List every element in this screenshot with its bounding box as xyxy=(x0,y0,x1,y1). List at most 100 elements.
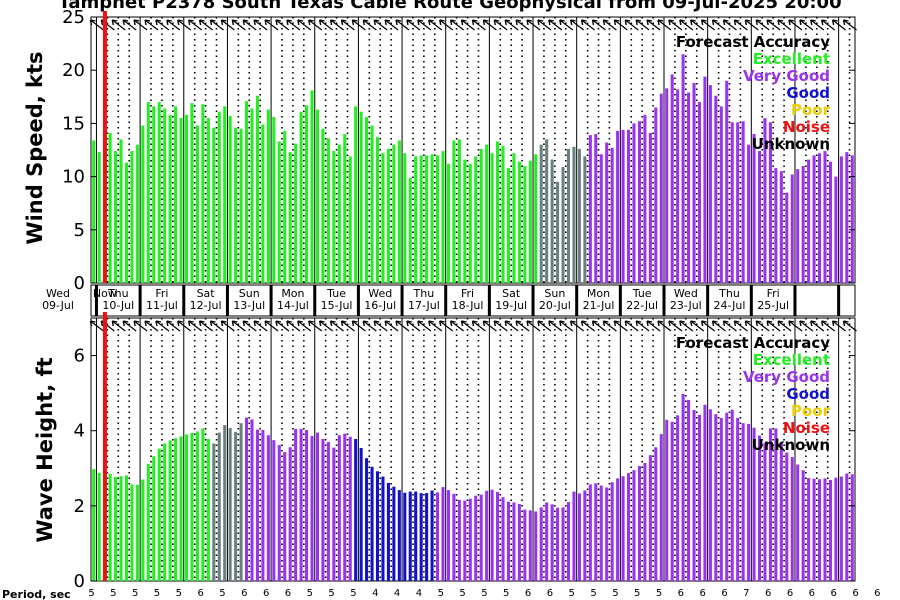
bar xyxy=(163,108,167,283)
bar xyxy=(157,102,161,284)
wind-arrow-icon xyxy=(733,320,748,332)
bar xyxy=(768,122,772,283)
bar xyxy=(812,478,816,581)
arrow-shaft xyxy=(264,19,279,31)
day-divider xyxy=(531,285,535,316)
bar xyxy=(501,145,505,283)
wind-arrow-icon xyxy=(417,19,432,31)
arrow-head xyxy=(602,19,609,26)
arrow-shaft xyxy=(788,320,803,332)
arrow-shaft xyxy=(493,19,508,31)
bar xyxy=(277,444,281,581)
arrow-shaft xyxy=(548,19,563,31)
day-date: 10-Jul xyxy=(102,299,134,312)
arrow-shaft xyxy=(777,320,792,332)
bar xyxy=(365,458,369,581)
day-divider xyxy=(487,285,491,316)
arrow-shaft xyxy=(821,320,836,332)
arrow-shaft xyxy=(330,19,344,31)
day-date: 11-Jul xyxy=(146,299,178,312)
arrow-shaft xyxy=(843,19,857,31)
bar xyxy=(294,428,298,581)
arrow-shaft xyxy=(362,19,377,31)
arrow-head xyxy=(395,320,402,327)
bar xyxy=(605,142,609,283)
bar xyxy=(741,121,745,284)
bar xyxy=(741,423,745,581)
period-value: 5 xyxy=(328,588,334,599)
day-name: Tue xyxy=(632,287,652,300)
wind-arrow-icon xyxy=(548,19,563,31)
day-date: 24-Jul xyxy=(714,299,746,312)
bar xyxy=(850,474,854,581)
wind-arrow-icon xyxy=(308,320,323,332)
period-value: 5 xyxy=(438,588,444,599)
arrow-shaft xyxy=(613,320,628,332)
arrow-shaft xyxy=(286,19,301,31)
arrow-head xyxy=(187,320,194,327)
arrow-shaft xyxy=(734,19,748,31)
wind-arrow-icon xyxy=(755,320,770,332)
bar xyxy=(381,476,385,581)
wind-arrow-icon xyxy=(133,19,148,31)
arrow-head xyxy=(493,320,500,327)
day-divider xyxy=(749,285,753,316)
wind-arrow-icon xyxy=(821,19,836,31)
bar xyxy=(408,491,412,581)
wind-arrow-icon xyxy=(362,320,377,332)
bar xyxy=(114,476,118,581)
wind-arrow-icon xyxy=(449,320,464,332)
arrow-head xyxy=(646,19,653,26)
bar xyxy=(195,125,199,283)
arrow-head xyxy=(308,320,314,327)
day-divider xyxy=(837,285,841,316)
period-label: Period, sec xyxy=(2,588,71,600)
bar xyxy=(528,510,532,581)
arrow-head xyxy=(308,19,314,26)
bar xyxy=(654,447,658,581)
bar xyxy=(463,500,467,581)
bar xyxy=(119,476,123,581)
arrow-head xyxy=(755,320,762,327)
bar xyxy=(326,441,330,581)
arrow-shaft xyxy=(417,320,432,332)
arrow-shaft xyxy=(690,320,705,332)
arrow-shaft xyxy=(635,320,650,332)
bar xyxy=(796,464,800,581)
bar xyxy=(266,109,270,283)
arrow-head xyxy=(569,19,576,26)
bar xyxy=(610,147,614,283)
arrow-head xyxy=(788,320,795,327)
wind-arrow-icon xyxy=(842,19,857,31)
bar xyxy=(332,151,336,283)
bar xyxy=(190,103,194,284)
wind-arrow-icon xyxy=(646,320,661,332)
arrow-shaft xyxy=(843,320,857,332)
wind-arrow-icon xyxy=(231,320,246,332)
arrow-head xyxy=(209,19,216,26)
arrow-shaft xyxy=(504,320,519,332)
arrow-shaft xyxy=(755,19,770,31)
arrow-head xyxy=(471,19,478,26)
wind-ylabel: Wind Speed, kts xyxy=(23,51,47,244)
arrow-head xyxy=(591,320,598,327)
arrow-shaft xyxy=(624,320,639,332)
arrow-shaft xyxy=(646,320,661,332)
wind-arrow-icon xyxy=(711,19,726,31)
wind-arrow-icon xyxy=(111,320,126,332)
day-name: Mon xyxy=(587,287,610,300)
bar xyxy=(370,125,374,283)
bar xyxy=(294,143,298,283)
wind-arrow-icon xyxy=(318,19,334,31)
arrow-head xyxy=(144,19,151,26)
arrow-head xyxy=(406,320,413,327)
bar xyxy=(599,485,603,581)
wind-arrow-icon xyxy=(537,320,552,332)
arrow-shaft xyxy=(723,19,737,31)
bar xyxy=(97,472,101,581)
period-value: 6 xyxy=(721,588,727,599)
arrow-shaft xyxy=(210,320,224,332)
legend-item: Unknown xyxy=(752,436,830,454)
bar xyxy=(446,163,450,283)
